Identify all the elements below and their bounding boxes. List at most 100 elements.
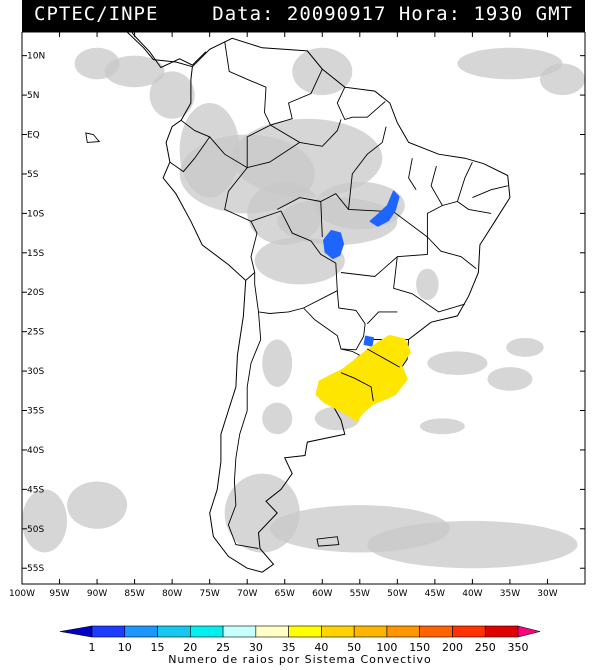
lon-label-60W: 60W [312,589,332,599]
uruguay-border-overlay [340,372,374,402]
lat-label-25S: 25S [27,328,44,338]
cloud-patch-12 [539,63,585,96]
cloud-patch-10 [292,47,353,96]
colorbar-swatch-0 [91,625,126,638]
lat-label-5N: 5N [27,91,39,101]
axis-ticks [21,32,585,584]
cloud-patch-4 [254,237,345,285]
lat-label-40S: 40S [27,446,44,456]
colorbar-tick-20: 20 [183,641,197,654]
latitude-labels: 10N 5N EQ 5S 10S 15S 20S 25S 30S 35S 40S 45S 50S 55S [27,52,45,575]
border-line-14 [393,256,466,313]
colorbar-swatch-7 [321,625,355,638]
lat-label-50S: 50S [27,525,44,535]
border-line-4 [224,167,258,281]
state-border-overlay [367,348,400,368]
lon-label-85W: 85W [124,589,144,599]
colorbar-tick-40: 40 [314,641,328,654]
header-bar: CPTEC/INPE Data: 20090917 Hora: 1930 GMT [22,0,585,32]
storm-cell-mato-grosso[interactable] [323,229,345,260]
storm-cell-brazil-north[interactable] [369,190,400,227]
colorbar-tick-10: 10 [118,641,132,654]
cloud-patch-9 [74,47,120,80]
border-line-2 [336,87,386,121]
lon-label-45W: 45W [425,589,445,599]
colorbar-tick-1: 1 [89,641,96,654]
cloud-patch-15 [367,520,578,569]
border-line-7 [227,311,262,549]
border-line-20 [348,126,387,210]
colorbar-tick-15: 15 [151,641,165,654]
cloud-patch-22 [419,418,465,435]
colorbar-tick-250: 250 [475,641,496,654]
colorbar-swatch-10 [419,625,453,638]
colorbar-swatches [59,625,541,638]
lat-label-20S: 20S [27,288,44,298]
colorbar-tick-30: 30 [249,641,263,654]
border-line-17 [430,165,443,206]
lon-label-95W: 95W [49,589,69,599]
cloud-patch-25 [416,268,439,301]
border-line-1 [270,68,323,126]
colorbar-tick-100: 100 [376,641,397,654]
colorbar-swatch-5 [255,625,289,638]
border-line-15 [427,236,477,269]
lon-label-55W: 55W [350,589,370,599]
colorbar-tick-25: 25 [216,641,230,654]
colorbar: 1 10 15 20 25 30 35 40 50 100 150 200 250 350 [59,625,541,654]
colorbar-swatch-3 [190,625,224,638]
central-america-coastline [125,32,193,68]
colorbar-swatch-2 [157,625,191,638]
date-time-label: Data: 20090917 Hora: 1930 GMT [212,3,573,25]
cloud-patch-7 [149,71,195,119]
lon-label-70W: 70W [237,589,257,599]
cloud-patch-23 [506,337,544,357]
lat-label-10S: 10S [27,209,44,219]
cloud-patch-17 [67,481,128,529]
cloud-cover-layer [22,47,585,569]
storm-system-southern-brazil-uruguay[interactable] [315,334,411,422]
colorbar-low-arrow [59,625,93,638]
longitude-labels: 100W 95W 90W 85W 80W 75W 70W 65W 60W 55W 50W 45W 40W… [9,589,558,599]
storm-cell-parana[interactable] [363,335,375,347]
colorbar-swatch-11 [452,625,486,638]
cloud-patch-20 [427,351,488,376]
border-line-16 [426,201,492,237]
cloud-patch-24 [262,339,293,387]
lat-label-10N: 10N [27,52,45,62]
colorbar-tick-200: 200 [442,641,463,654]
lon-label-40W: 40W [462,589,482,599]
lat-label-15S: 15S [27,249,44,259]
lon-label-90W: 90W [87,589,107,599]
border-line-3 [169,136,211,173]
lat-label-EQ: EQ [27,131,40,141]
cloud-patch-19 [262,402,293,435]
colorbar-swatch-8 [353,625,388,638]
border-line-13 [320,193,428,277]
map-frame [21,32,586,585]
border-line-21 [276,197,321,210]
cloud-patch-5 [247,181,323,245]
caribbean-coastline [131,32,207,69]
colorbar-swatch-9 [386,625,420,638]
colorbar-swatch-4 [222,625,257,638]
colorbar-tick-350: 350 [508,641,529,654]
island-0 [316,536,340,547]
lon-label-75W: 75W [199,589,219,599]
lon-label-80W: 80W [162,589,182,599]
island-1 [85,132,101,143]
border-line-24 [408,158,417,190]
south-america-coastline [162,37,511,573]
organization-label: CPTEC/INPE [34,3,159,25]
lightning-map[interactable]: 10N5NEQ5S10S15S20S25S30S35S40S45S50S55S … [0,32,600,612]
lon-label-50W: 50W [387,589,407,599]
border-line-0 [180,41,272,169]
lat-label-30S: 30S [27,367,44,377]
cloud-patch-21 [487,367,533,391]
cloud-patch-8 [104,55,165,88]
lon-label-65W: 65W [275,589,295,599]
lat-label-5S: 5S [27,170,39,180]
cloud-patch-16 [22,489,68,553]
colorbar-swatch-6 [288,625,322,638]
lat-label-55S: 55S [27,564,44,574]
